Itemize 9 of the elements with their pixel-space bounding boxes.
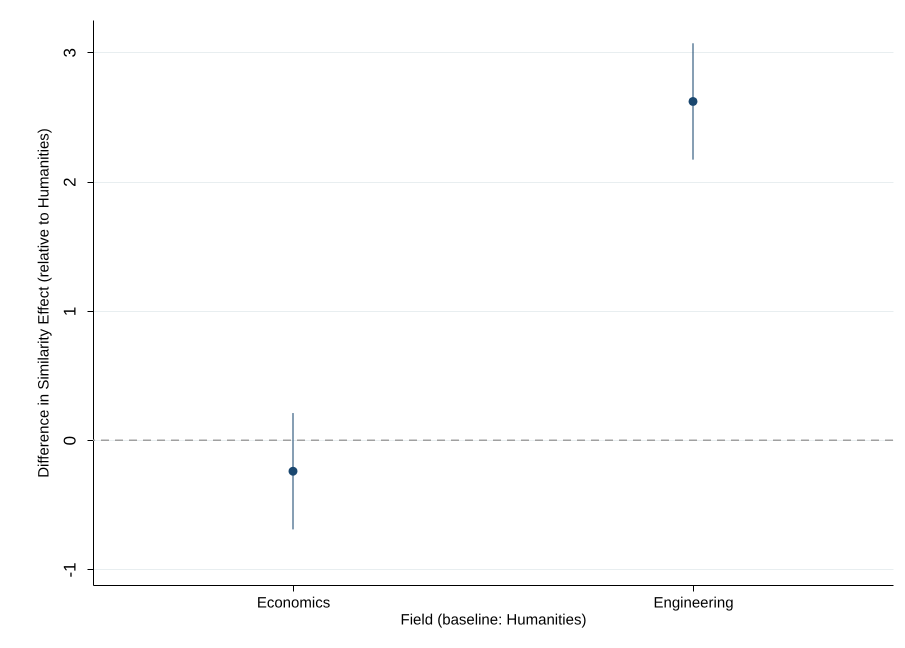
x-axis-title: Field (baseline: Humanities)	[400, 612, 586, 628]
y-tick-label: 1	[60, 306, 80, 316]
y-tick-label: 3	[60, 48, 80, 58]
x-tick-label: Engineering	[653, 594, 734, 612]
y-tick-label: -1	[60, 562, 80, 578]
x-tick-label: Economics	[256, 594, 330, 612]
y-tick-label: 2	[60, 177, 80, 187]
y-tick-label: 0	[60, 436, 80, 446]
y-axis-title: Difference in Similarity Effect (relative to Humanities)	[36, 128, 52, 478]
